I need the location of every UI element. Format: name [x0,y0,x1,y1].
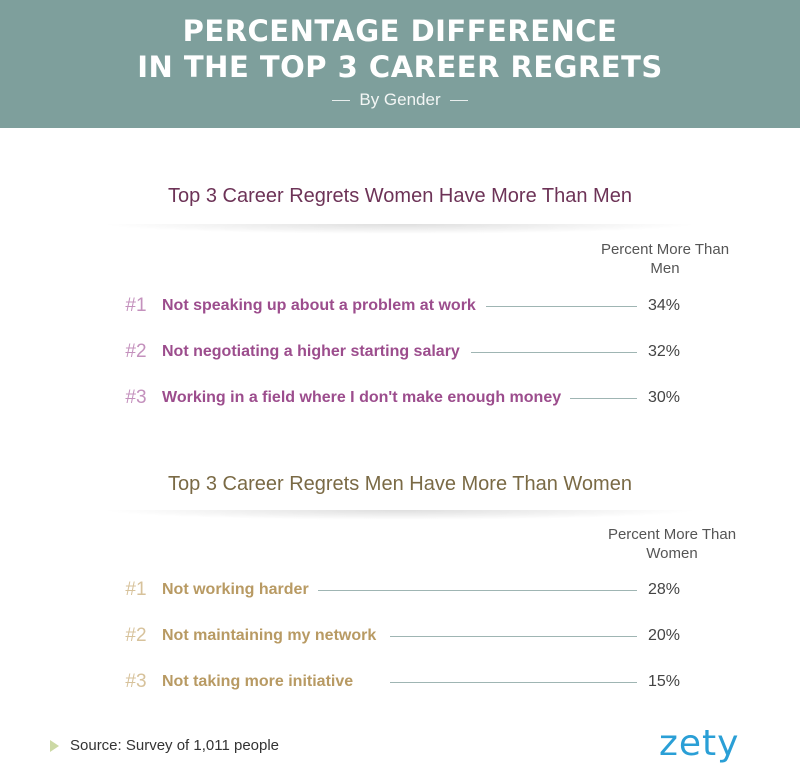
rank-label: #1 [125,579,147,600]
rank-label: #2 [125,341,147,362]
leader-line [390,682,637,683]
rank-label: #1 [125,295,147,316]
percent-value: 30% [648,389,681,406]
subtitle-text: By Gender [359,90,441,109]
regret-label: Not working harder [162,581,309,598]
table-row: #2 Not negotiating a higher starting sal… [0,340,800,364]
rank-label: #3 [125,671,147,692]
leader-line [390,636,637,637]
page-subtitle: By Gender [0,90,800,110]
subtitle-dash-right [449,100,468,102]
women-column-header: Percent More Than Men [600,241,730,277]
leader-line [318,590,637,591]
women-section-divider [100,224,700,234]
arrow-icon [50,740,59,752]
leader-line [486,306,637,307]
table-row: #2 Not maintaining my network 20% [0,624,800,648]
regret-label: Not maintaining my network [162,627,377,644]
regret-label: Working in a field where I don't make en… [162,389,562,406]
page-title-line1: PERCENTAGE DIFFERENCE [182,14,618,48]
percent-value: 15% [648,673,681,690]
table-row: #1 Not working harder 28% [0,578,800,602]
table-row: #3 Working in a field where I don't make… [0,386,800,410]
men-column-header: Percent More Than Women [607,526,737,562]
regret-label: Not taking more initiative [162,673,354,690]
percent-value: 34% [648,297,681,314]
page-title-line2: IN THE TOP 3 CAREER REGRETS [137,50,663,84]
men-section-title: Top 3 Career Regrets Men Have More Than … [168,473,632,495]
percent-value: 20% [648,627,681,644]
subtitle-dash-left [332,100,351,102]
source-note: Source: Survey of 1,011 people [70,737,280,754]
zety-logo: zety [659,723,740,764]
percent-value: 32% [648,343,681,360]
regret-label: Not negotiating a higher starting salary [162,343,460,360]
men-section-divider [100,510,700,520]
table-row: #1 Not speaking up about a problem at wo… [0,294,800,318]
header-banner: PERCENTAGE DIFFERENCE IN THE TOP 3 CAREE… [0,0,800,128]
leader-line [570,398,637,399]
rank-label: #2 [125,625,147,646]
regret-label: Not speaking up about a problem at work [162,297,476,314]
leader-line [471,352,637,353]
percent-value: 28% [648,581,681,598]
rank-label: #3 [125,387,147,408]
table-row: #3 Not taking more initiative 15% [0,670,800,694]
women-section-title: Top 3 Career Regrets Women Have More Tha… [168,185,632,207]
